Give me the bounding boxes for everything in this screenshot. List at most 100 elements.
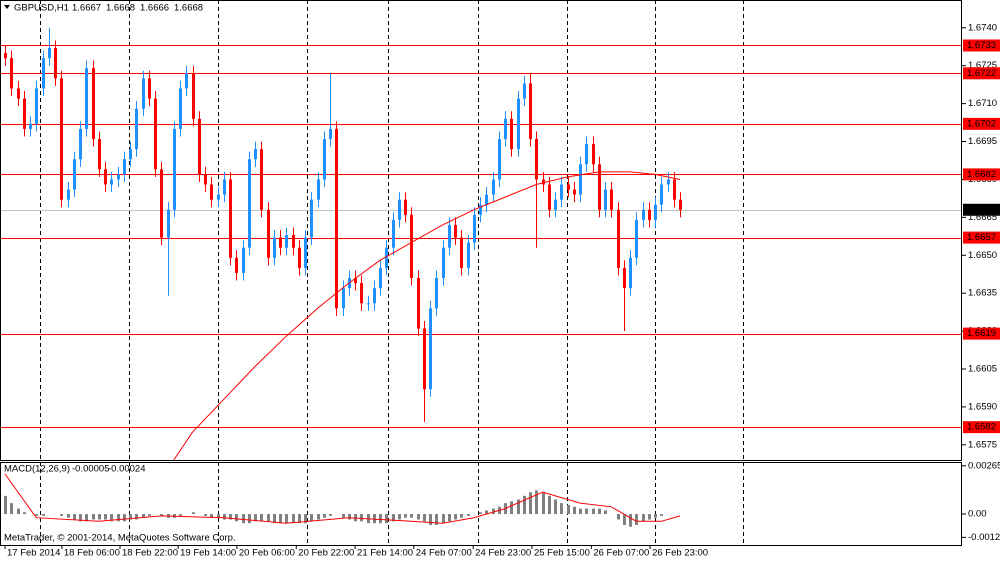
last-close: 1.6668 xyxy=(174,3,203,14)
candle-body xyxy=(623,267,626,289)
x-tick-label: 20 Feb 06:00 xyxy=(239,548,295,559)
candle-body xyxy=(192,73,195,119)
macd-bar xyxy=(660,514,663,516)
macd-bar xyxy=(435,514,438,525)
candle-body xyxy=(310,199,313,238)
macd-bar xyxy=(73,514,76,520)
candle-body xyxy=(104,169,107,185)
candle-body xyxy=(448,224,451,248)
level-label: 1.6702 xyxy=(967,118,996,129)
macd-bar xyxy=(554,499,557,515)
macd-panel-border xyxy=(0,462,962,546)
macd-bar xyxy=(60,514,63,516)
y-tick-label: 1.6740 xyxy=(968,22,997,33)
y-tick-label: 1.6590 xyxy=(968,401,997,412)
last-low: 1.6666 xyxy=(140,3,169,14)
last-open: 1.6667 xyxy=(72,3,101,14)
candle-body xyxy=(617,209,620,268)
candle-body xyxy=(67,189,70,200)
macd-bar xyxy=(92,514,95,520)
macd-bar xyxy=(98,514,101,520)
macd-bar xyxy=(379,514,382,524)
y2-tick-label: -0.00128 xyxy=(968,532,1000,543)
macd-bar xyxy=(23,512,26,515)
candle-body xyxy=(223,179,226,195)
macd-bar xyxy=(104,514,107,520)
macd-bar xyxy=(267,514,270,522)
x-tick-label: 21 Feb 14:00 xyxy=(357,548,413,559)
y2-tick-label: 0.00265 xyxy=(968,460,1000,471)
candle-body xyxy=(604,189,607,210)
candle-body xyxy=(435,278,438,309)
menu-arrow[interactable] xyxy=(4,5,10,9)
candle-body xyxy=(54,48,57,79)
macd-bar xyxy=(310,514,313,522)
macd-bar xyxy=(192,512,195,515)
candle-body xyxy=(673,179,676,200)
level-label: 1.6733 xyxy=(967,40,996,51)
macd-bar xyxy=(85,514,88,522)
candle-body xyxy=(629,257,632,289)
candle-body xyxy=(29,123,32,129)
macd-bar xyxy=(210,514,213,518)
candle-body xyxy=(360,283,363,304)
candle-body xyxy=(229,179,232,258)
candle-body xyxy=(423,328,426,390)
candle-body xyxy=(560,184,563,200)
macd-bar xyxy=(148,514,151,516)
macd-bar xyxy=(417,514,420,520)
macd-bar xyxy=(204,514,207,516)
macd-bar xyxy=(142,514,145,518)
macd-bar xyxy=(629,514,632,527)
x-tick-label: 18 Feb 22:00 xyxy=(122,548,178,559)
macd-bar xyxy=(592,508,595,515)
candle-body xyxy=(10,58,13,89)
macd-title: MACD(12,26,9) xyxy=(4,464,70,475)
level-label: 1.6722 xyxy=(967,68,996,79)
candle-body xyxy=(154,98,157,170)
y-tick-label: 1.6575 xyxy=(968,439,997,450)
candle-body xyxy=(510,118,513,150)
macd-bar xyxy=(123,514,126,522)
macd-bar xyxy=(110,514,113,522)
candle-body xyxy=(42,58,45,89)
candle-body xyxy=(660,184,663,205)
candle-body xyxy=(567,184,570,190)
candle-body xyxy=(679,199,682,210)
candle-body xyxy=(498,139,501,180)
candle-body xyxy=(492,179,495,195)
candle-body xyxy=(367,303,370,305)
macd-bar xyxy=(517,499,520,515)
macd-bar xyxy=(273,514,276,524)
macd-bar xyxy=(342,514,345,518)
y2-tick-label: 0.00 xyxy=(968,509,987,520)
macd-bar xyxy=(42,514,45,516)
candle-body xyxy=(517,98,520,150)
candle-body xyxy=(148,78,151,99)
macd-bar xyxy=(423,514,426,522)
candle-body xyxy=(573,189,576,195)
candle-body xyxy=(260,149,263,210)
candle-body xyxy=(4,53,7,59)
x-tick-label: 17 Feb 2014 xyxy=(7,548,60,559)
candle-body xyxy=(523,83,526,99)
macd-bar xyxy=(67,514,70,518)
candle-body xyxy=(485,194,488,205)
level-label: 1.6582 xyxy=(967,422,996,433)
x-tick-label: 25 Feb 15:00 xyxy=(534,548,590,559)
y-tick-label: 1.6695 xyxy=(968,136,997,147)
candle-body xyxy=(635,219,638,258)
candle-body xyxy=(304,237,307,268)
level-label-bg xyxy=(963,327,1000,340)
candle-body xyxy=(610,189,613,210)
macd-bar xyxy=(160,514,163,516)
candle-body xyxy=(242,247,245,273)
macd-bar xyxy=(485,510,488,515)
y-tick-label: 1.6725 xyxy=(968,60,997,71)
x-tick-label: 26 Feb 23:00 xyxy=(652,548,708,559)
candle-body xyxy=(198,118,201,175)
macd-bar xyxy=(323,514,326,518)
signal-value: -0.00024 xyxy=(108,464,146,475)
macd-bar xyxy=(304,514,307,524)
macd-bar xyxy=(317,514,320,520)
